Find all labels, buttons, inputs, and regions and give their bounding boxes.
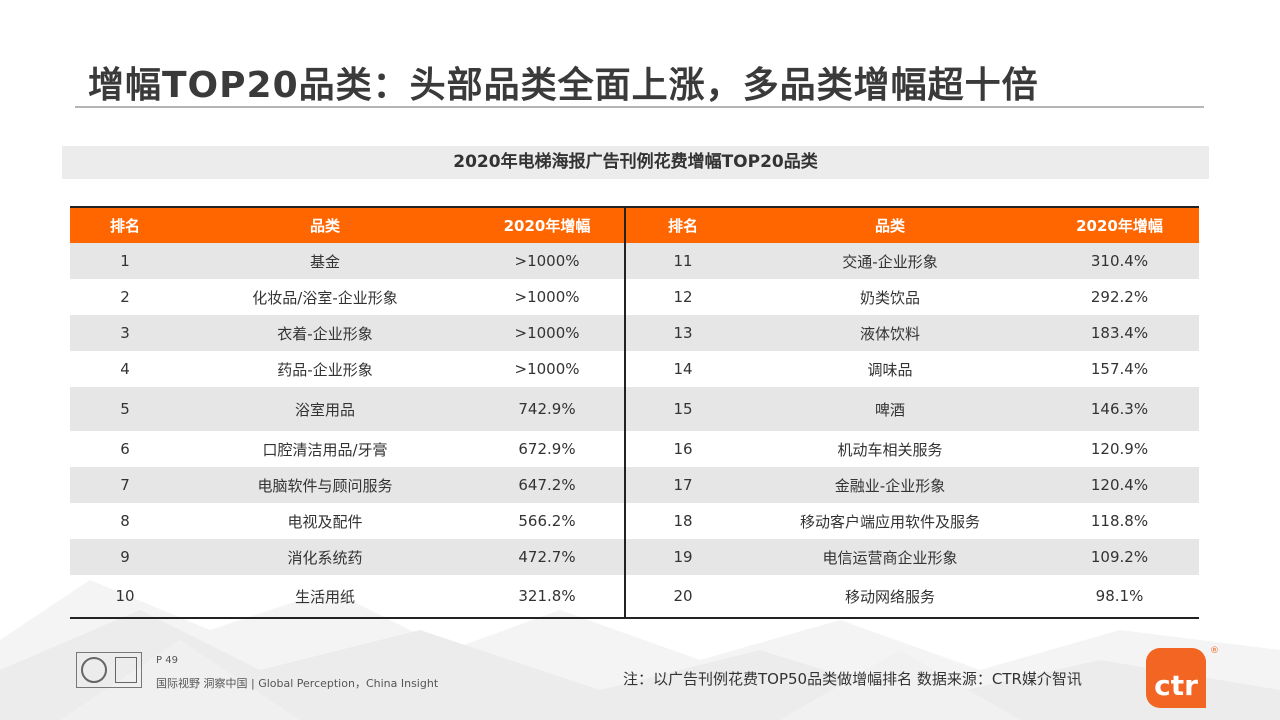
category-cell: 电信运营商企业形象: [740, 539, 1040, 575]
category-cell: 生活用纸: [294, 587, 355, 606]
category-cell: 机动车相关服务: [837, 440, 943, 459]
rank-cell: 7: [70, 467, 180, 503]
header-growth-right: 2020年增幅: [1040, 206, 1199, 243]
rank-cell: 10: [115, 587, 135, 605]
category-cell: 移动客户端应用软件及服务: [799, 512, 980, 531]
growth-cell: >1000%: [470, 243, 626, 279]
rank-cell: 1: [70, 243, 180, 279]
rank-cell: 8: [120, 512, 130, 530]
growth-cell: 183.4%: [1040, 315, 1199, 351]
growth-cell: 672.9%: [470, 431, 626, 467]
category-cell: 衣着-企业形象: [180, 315, 470, 351]
rank-cell: 2: [120, 288, 130, 306]
category-cell: 药品-企业形象: [277, 360, 373, 379]
registered-mark: ®: [1210, 646, 1219, 656]
header-category-left: 品类: [180, 206, 470, 243]
category-cell: 浴室用品: [180, 387, 470, 431]
growth-cell: 292.2%: [1090, 288, 1149, 306]
rank-cell: 15: [625, 387, 740, 431]
table-row: 1 基金 >1000% 11 交通-企业形象 310.4%: [70, 243, 1199, 279]
footer-tagline: 国际视野 洞察中国 | Global Perception，China Insi…: [156, 677, 439, 690]
growth-cell: >1000%: [470, 315, 626, 351]
category-cell: 电视及配件: [287, 512, 363, 531]
rank-cell: 5: [70, 387, 180, 431]
title-divider: [75, 106, 1204, 108]
growth-cell: 157.4%: [1090, 360, 1149, 378]
ranking-table-container: 排名 品类 2020年增幅 排名 品类 2020年增幅 1 基金 >1000% …: [70, 206, 1199, 619]
table-row: 4 药品-企业形象 >1000% 14 调味品 157.4%: [70, 351, 1199, 387]
category-cell: 交通-企业形象: [740, 243, 1040, 279]
category-cell: 电脑软件与顾问服务: [180, 467, 470, 503]
rank-cell: 3: [70, 315, 180, 351]
rank-cell: 18: [673, 512, 693, 530]
growth-cell: >1000%: [470, 351, 626, 387]
rank-cell: 9: [70, 539, 180, 575]
ctr-logo: ctr: [1146, 648, 1206, 708]
growth-cell: 647.2%: [470, 467, 626, 503]
rank-cell: 20: [673, 587, 693, 605]
category-cell: 奶类饮品: [859, 288, 920, 307]
rank-cell: 11: [625, 243, 740, 279]
category-cell: 基金: [180, 243, 470, 279]
rank-cell: 6: [120, 440, 130, 458]
header-category-right: 品类: [740, 206, 1040, 243]
footer-note: 注：以广告刊例花费TOP50品类做增幅排名 数据来源：CTR媒介智讯: [623, 670, 1082, 688]
rank-cell: 14: [673, 360, 693, 378]
growth-cell: 566.2%: [470, 503, 626, 539]
header-rank-right: 排名: [625, 206, 740, 243]
category-cell: 液体饮料: [740, 315, 1040, 351]
growth-cell: 472.7%: [470, 539, 626, 575]
category-cell: 化妆品/浴室-企业形象: [252, 288, 398, 307]
rank-cell: 12: [673, 288, 693, 306]
table-row: 8 电视及配件 566.2% 18 移动客户端应用软件及服务 118.8%: [70, 503, 1199, 539]
growth-cell: >1000%: [470, 279, 626, 315]
category-cell: 调味品: [867, 360, 913, 379]
category-cell: 啤酒: [740, 387, 1040, 431]
growth-cell: 118.8%: [1090, 512, 1149, 530]
table-row: 3 衣着-企业形象 >1000% 13 液体饮料 183.4%: [70, 315, 1199, 351]
rank-cell: 4: [120, 360, 130, 378]
category-cell: 口腔清洁用品/牙膏: [262, 440, 388, 459]
table-row: 7 电脑软件与顾问服务 647.2% 17 金融业-企业形象 120.4%: [70, 467, 1199, 503]
growth-cell: 120.9%: [1090, 440, 1149, 458]
header-growth-left: 2020年增幅: [470, 206, 626, 243]
growth-cell: 321.8%: [470, 575, 626, 617]
growth-cell: 146.3%: [1040, 387, 1199, 431]
header-rank-left: 排名: [70, 206, 180, 243]
ukas-mark-icon: [115, 657, 137, 683]
table-row: 5 浴室用品 742.9% 15 啤酒 146.3%: [70, 387, 1199, 431]
table-row: 2 化妆品/浴室-企业形象 >1000% 12 奶类饮品 292.2%: [70, 279, 1199, 315]
rank-cell: 16: [673, 440, 693, 458]
table-row: 9 消化系统药 472.7% 19 电信运营商企业形象 109.2%: [70, 539, 1199, 575]
table-header-row: 排名 品类 2020年增幅 排名 品类 2020年增幅: [70, 206, 1199, 243]
ranking-table: 排名 品类 2020年增幅 排名 品类 2020年增幅 1 基金 >1000% …: [70, 206, 1199, 617]
rank-cell: 13: [625, 315, 740, 351]
page-number: P 49: [156, 655, 178, 666]
rank-cell: 17: [625, 467, 740, 503]
certification-logo: [76, 652, 142, 688]
growth-cell: 120.4%: [1040, 467, 1199, 503]
growth-cell: 742.9%: [470, 387, 626, 431]
table-row: 6 口腔清洁用品/牙膏 672.9% 16 机动车相关服务 120.9%: [70, 431, 1199, 467]
table-caption: 2020年电梯海报广告刊例花费增幅TOP20品类: [62, 146, 1209, 179]
growth-cell: 98.1%: [1095, 587, 1144, 605]
growth-cell: 310.4%: [1040, 243, 1199, 279]
category-cell: 消化系统药: [180, 539, 470, 575]
rank-cell: 19: [625, 539, 740, 575]
page-title: 增幅TOP20品类：头部品类全面上涨，多品类增幅超十倍: [88, 65, 1039, 106]
table-row: 10 生活用纸 321.8% 20 移动网络服务 98.1%: [70, 575, 1199, 617]
category-cell: 金融业-企业形象: [740, 467, 1040, 503]
growth-cell: 109.2%: [1040, 539, 1199, 575]
sgs-seal-icon: [81, 657, 107, 683]
category-cell: 移动网络服务: [844, 587, 935, 606]
